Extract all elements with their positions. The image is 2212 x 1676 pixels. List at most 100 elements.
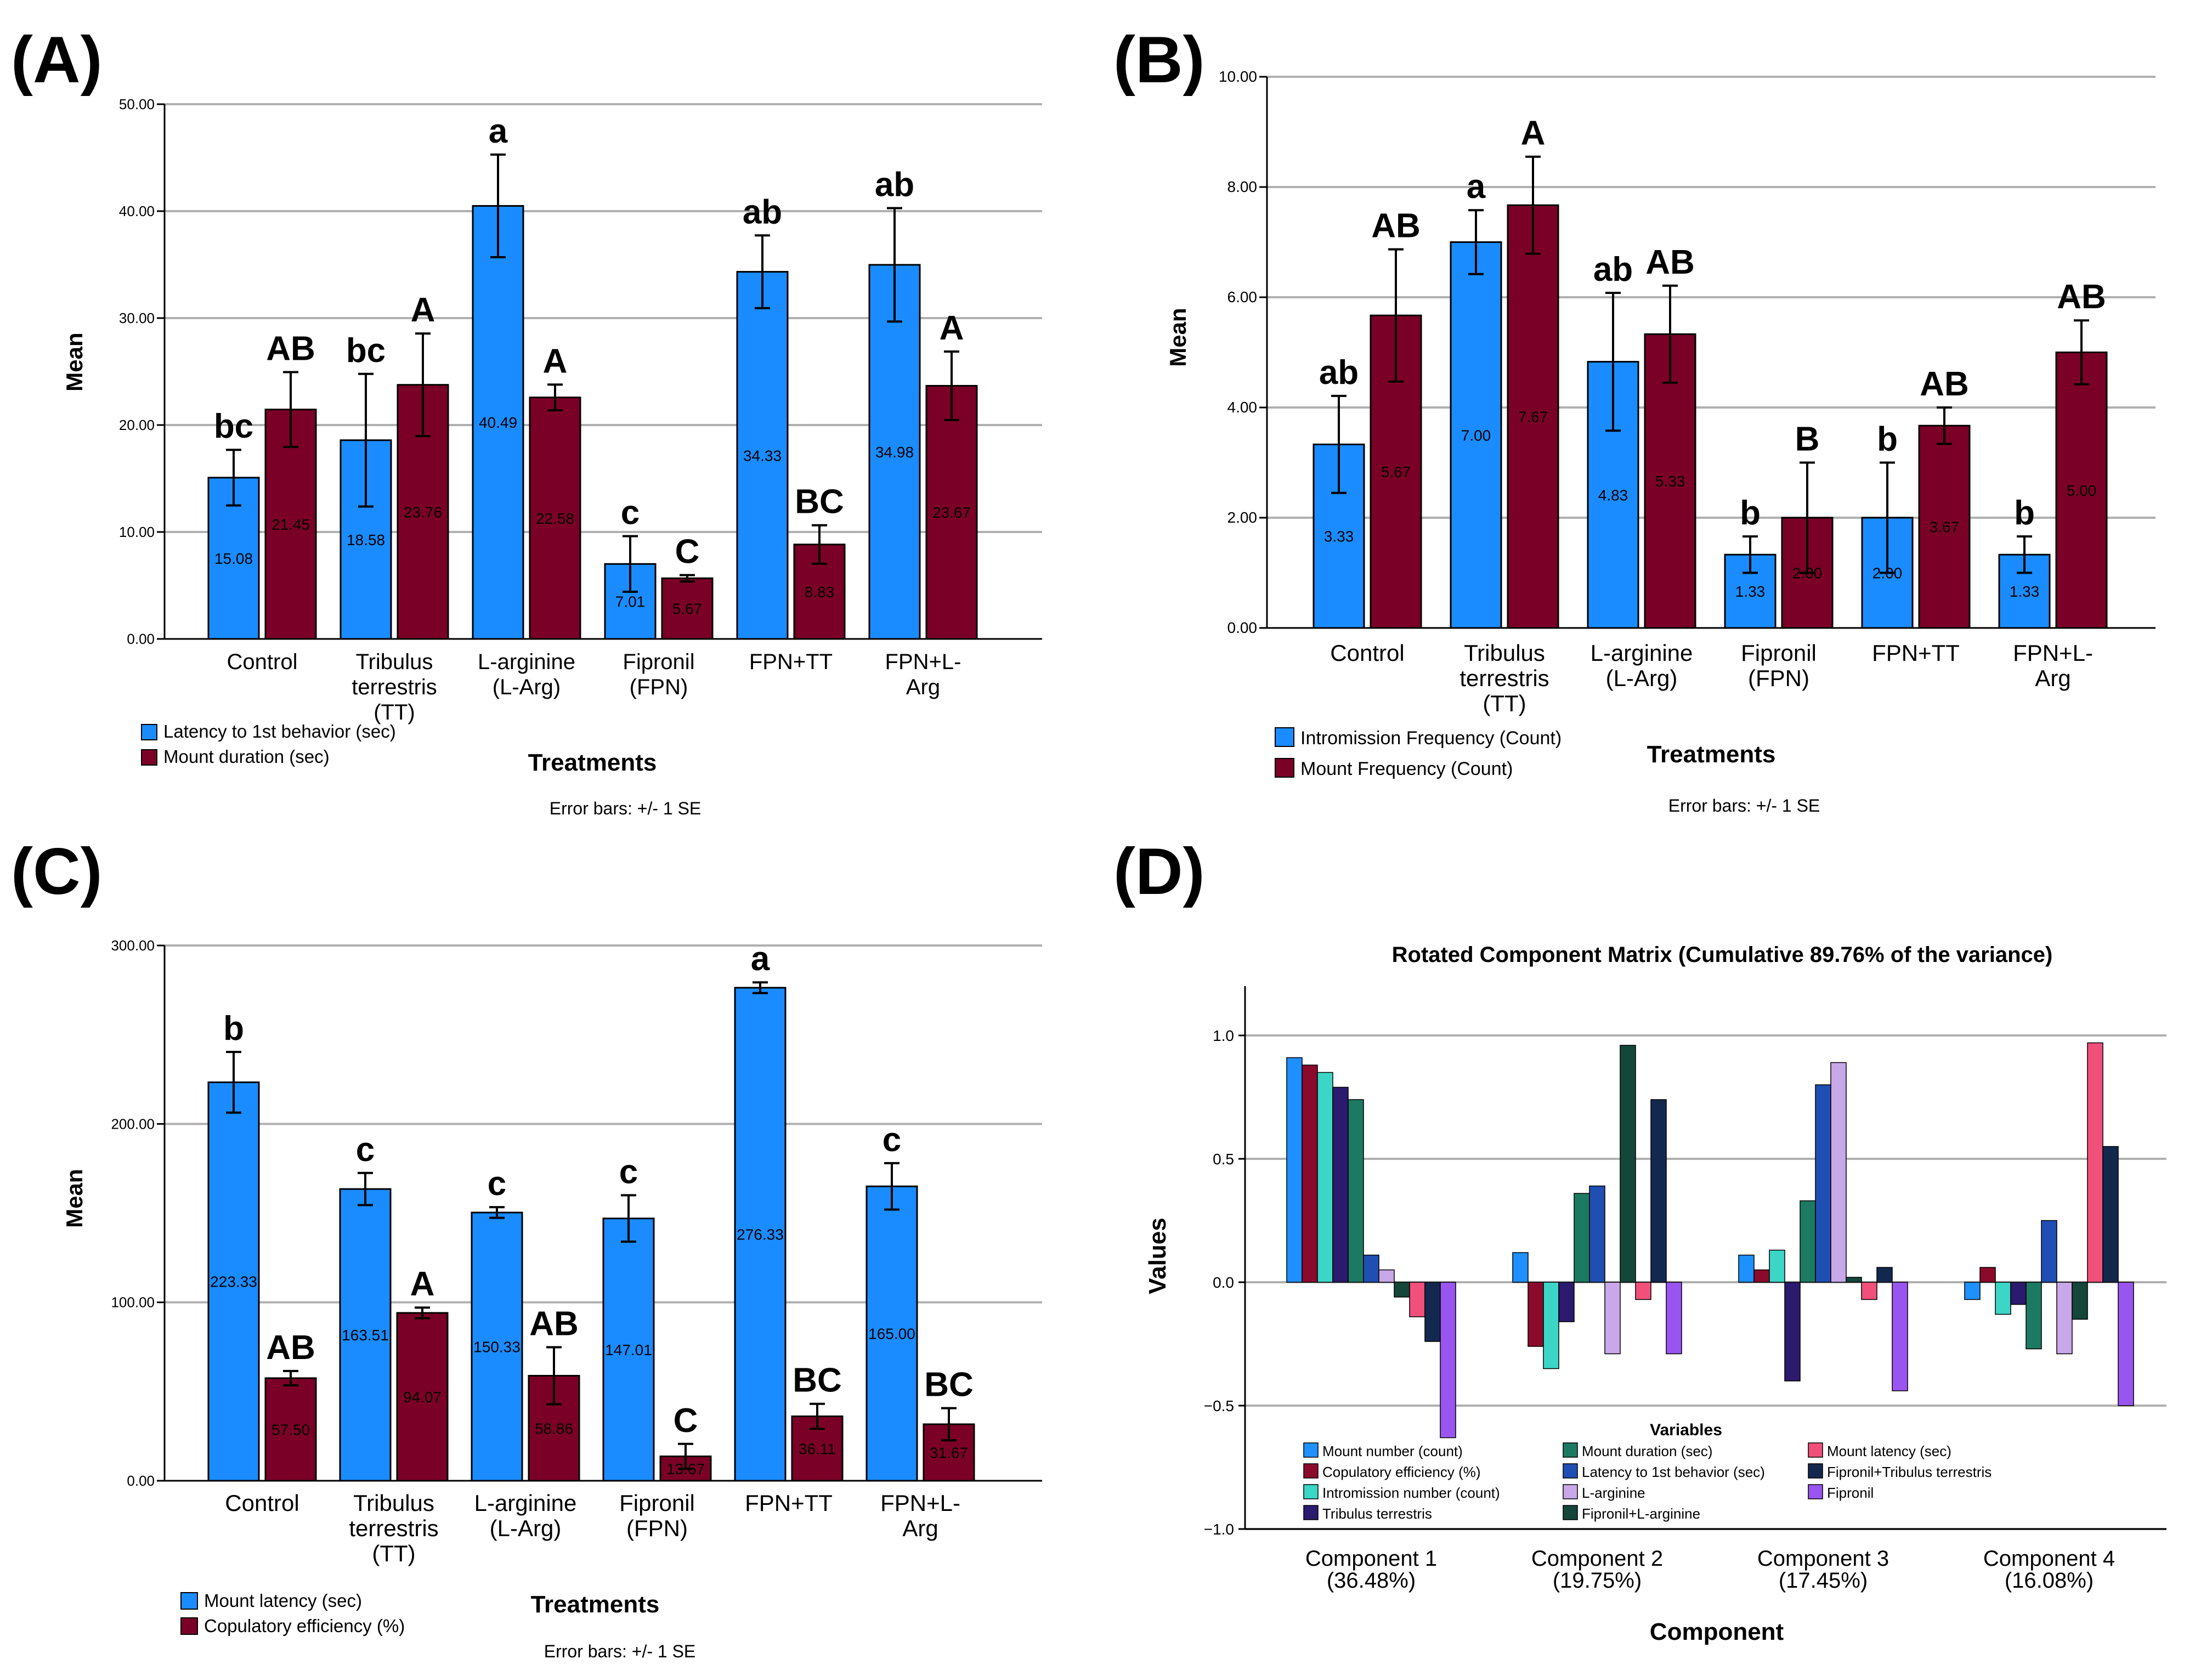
chart-a-legend-label: Latency to 1st behavior (sec) — [163, 721, 396, 741]
chart-c-category-label: FPN+TT — [745, 1490, 833, 1516]
chart-c-ytick-label: 200.00 — [111, 1116, 155, 1132]
chart-d-legend-swatch — [1808, 1484, 1823, 1499]
chart-a-data-label: 23.76 — [404, 503, 442, 520]
chart-d-legend-label: Mount number (count) — [1322, 1443, 1463, 1459]
chart-d-ytick-label: 0.5 — [1213, 1151, 1234, 1168]
chart-c-ylabel: Mean — [61, 1169, 87, 1227]
chart-c-data-label: 165.00 — [868, 1326, 915, 1343]
chart-d-bar — [1784, 1282, 1801, 1381]
chart-c-data-label: 276.33 — [737, 1226, 784, 1243]
chart-b-legend-swatch — [1275, 758, 1294, 778]
chart-b: 0.00 2.00 4.00 6.00 8.00 10.00 Mean Control 3.33… — [1165, 68, 2156, 816]
chart-d-legend-swatch — [1563, 1505, 1578, 1520]
chart-b-data-label: 5.00 — [2067, 482, 2097, 499]
chart-b-data-label: 7.00 — [1461, 427, 1491, 444]
chart-c-significance-letter: C — [674, 1402, 698, 1440]
chart-d-ytick-label: −0.5 — [1204, 1397, 1234, 1414]
chart-a-significance-letter: bc — [214, 407, 253, 445]
chart-d: Rotated Component Matrix (Cumulative 89.… — [1144, 943, 2166, 1645]
chart-d-legend-label: Latency to 1st behavior (sec) — [1582, 1464, 1765, 1480]
chart-c-category-label: (TT) — [372, 1541, 415, 1566]
chart-d-legend-swatch — [1303, 1505, 1319, 1520]
chart-d-bar — [2087, 1042, 2103, 1283]
chart-d-bar — [1574, 1193, 1590, 1283]
chart-d-bar — [1830, 1062, 1847, 1283]
chart-c-category-label: Fipronil — [619, 1490, 695, 1516]
panel-label-c: (C) — [11, 835, 103, 908]
chart-a-bar — [472, 205, 524, 640]
chart-c-bar — [791, 1415, 844, 1482]
chart-d-bar — [1394, 1282, 1410, 1298]
chart-d-bar — [1815, 1084, 1831, 1283]
chart-d-legend-label: Fipronil+Tribulus terrestris — [1827, 1464, 1992, 1480]
chart-d-legend-swatch — [1303, 1463, 1319, 1479]
chart-a-data-label: 23.67 — [932, 504, 971, 521]
chart-d-legend-label: Copulatory efficiency (%) — [1322, 1464, 1481, 1480]
chart-d-legend-swatch — [1563, 1463, 1578, 1479]
chart-d-bar — [1317, 1072, 1333, 1283]
chart-c-data-label: 57.50 — [271, 1421, 310, 1438]
chart-d-bar — [1378, 1269, 1395, 1283]
chart-b-category-label: FPN+TT — [1872, 640, 1960, 666]
chart-b-category-label: (L-Arg) — [1606, 665, 1678, 691]
chart-c-significance-letter: c — [488, 1165, 506, 1203]
chart-c-significance-letter: b — [223, 1010, 244, 1048]
chart-a-data-label: 5.67 — [672, 601, 703, 618]
chart-b-data-label: 7.67 — [1518, 409, 1548, 426]
chart-a-data-label: 21.45 — [271, 516, 310, 533]
chart-d-bar — [1286, 1057, 1303, 1283]
chart-c-bar — [734, 987, 787, 1482]
chart-a-category-label: FPN+L- — [885, 650, 961, 674]
chart-b-data-label: 2.00 — [1872, 565, 1903, 582]
chart-a-data-label: 7.01 — [615, 593, 646, 610]
chart-a-bar — [868, 264, 921, 640]
chart-c-ytick-label: 100.00 — [111, 1294, 155, 1311]
chart-d-ytick-label: −1.0 — [1204, 1521, 1234, 1538]
chart-b-legend-label: Mount Frequency (Count) — [1300, 758, 1513, 779]
chart-c-data-label: 94.07 — [403, 1389, 442, 1406]
chart-d-bar — [1738, 1254, 1755, 1283]
chart-b-significance-letter: AB — [2057, 278, 2106, 316]
chart-d-bar — [1604, 1282, 1621, 1355]
chart-a-legend-label: Mount duration (sec) — [163, 746, 330, 767]
chart-d-bar — [2072, 1282, 2088, 1320]
chart-b-note: Error bars: +/- 1 SE — [1668, 796, 1820, 816]
chart-a-legend-swatch — [141, 724, 157, 740]
chart-b-significance-letter: ab — [1319, 354, 1359, 392]
chart-b-significance-letter: ab — [1593, 251, 1633, 288]
chart-c-significance-letter: AB — [266, 1329, 315, 1367]
chart-c-significance-letter: BC — [793, 1362, 842, 1400]
chart-d-title: Rotated Component Matrix (Cumulative 89.… — [1392, 943, 2053, 967]
chart-a-category-label: Tribulus — [356, 650, 433, 674]
chart-d-ytick-label: 1.0 — [1213, 1027, 1234, 1044]
chart-d-bar — [2056, 1282, 2073, 1355]
chart-d-bar — [1440, 1282, 1456, 1439]
chart-a-ytick-label: 0.00 — [127, 631, 155, 647]
chart-d-legend-label: Intromission number (count) — [1322, 1485, 1500, 1501]
chart-b-ylabel: Mean — [1165, 308, 1191, 366]
chart-d-bar — [2026, 1282, 2042, 1350]
chart-a-bar — [529, 397, 581, 640]
chart-d-legend-swatch — [1303, 1442, 1319, 1458]
chart-d-category-label: Component 3 — [1757, 1547, 1889, 1571]
chart-a-significance-letter: c — [621, 494, 640, 532]
chart-d-bar — [1543, 1282, 1559, 1369]
chart-b-ytick-label: 8.00 — [1227, 178, 1258, 195]
chart-c-category-label: (FPN) — [626, 1515, 688, 1541]
chart-d-bar — [1846, 1277, 1862, 1283]
chart-b-category-label: Control — [1330, 640, 1404, 666]
chart-a-category-label: (L-Arg) — [493, 675, 561, 699]
chart-b-bar — [1918, 424, 1971, 629]
chart-d-legend-swatch — [1563, 1442, 1578, 1458]
chart-a-category-label: terrestris — [352, 675, 437, 699]
chart-c-bar — [207, 1081, 260, 1482]
chart-d-bar — [1620, 1045, 1636, 1283]
chart-c-legend-swatch — [180, 1592, 198, 1610]
chart-d-bar — [1302, 1065, 1318, 1283]
chart-a-significance-letter: a — [489, 112, 508, 150]
chart-a-category-label: (TT) — [374, 700, 415, 724]
chart-b-category-label: Arg — [2035, 665, 2070, 691]
chart-a-data-label: 34.98 — [875, 444, 914, 461]
chart-c-significance-letter: AB — [529, 1305, 579, 1343]
chart-b-category-label: (TT) — [1483, 690, 1526, 716]
